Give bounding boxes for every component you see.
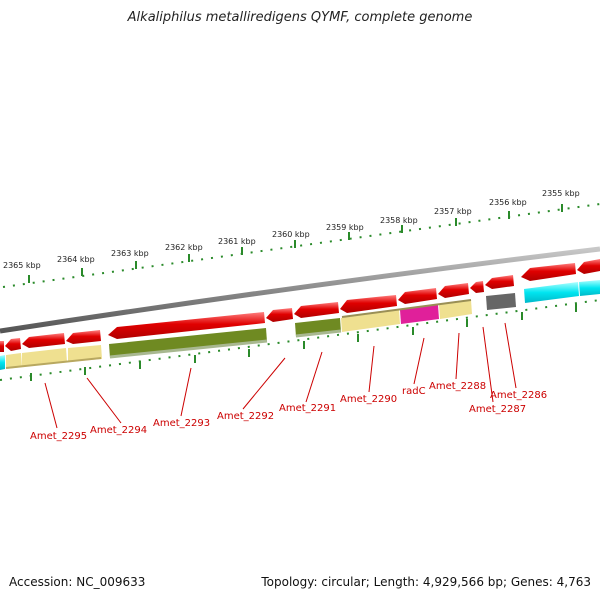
ruler-label: 2356 kbp — [489, 198, 527, 207]
cds-arrow — [340, 295, 397, 313]
cog-bar — [109, 328, 267, 358]
gene-label-amet-2291[interactable]: Amet_2291 — [279, 403, 336, 414]
cds-arrow — [470, 281, 484, 293]
cog-track — [0, 280, 600, 370]
cds-arrow — [0, 341, 4, 352]
ruler-label: 2359 kbp — [326, 223, 364, 232]
gene-label-amet-2293[interactable]: Amet_2293 — [153, 418, 210, 429]
cds-track — [0, 259, 600, 352]
gene-label-amet-2295[interactable]: Amet_2295 — [30, 431, 87, 442]
gene-label-amet-2294[interactable]: Amet_2294 — [90, 425, 147, 436]
ruler-track: 2365 kbp 2364 kbp 2363 kbp 2362 kbp 2361… — [2, 189, 600, 288]
cog-bar — [486, 293, 516, 310]
callout-line — [504, 322, 517, 389]
cds-arrow — [577, 259, 600, 274]
cog-bar — [579, 280, 600, 296]
cog-bar — [341, 310, 400, 332]
gene-label-amet-2290[interactable]: Amet_2290 — [340, 394, 397, 405]
cog-bar — [68, 345, 102, 362]
ruler-label: 2362 kbp — [165, 243, 203, 252]
cds-arrow — [398, 288, 437, 304]
accession-text: Accession: NC_009633 — [9, 575, 146, 589]
callout-line — [413, 337, 425, 385]
cog-bar — [524, 282, 579, 303]
cds-arrow — [5, 338, 21, 351]
inner-tick-track — [0, 299, 600, 381]
callout-line — [44, 382, 58, 429]
callout-line — [368, 345, 375, 393]
cds-arrow — [66, 330, 101, 344]
cds-arrow — [294, 302, 339, 318]
cog-bar — [400, 305, 439, 324]
ruler-label: 2357 kbp — [434, 207, 472, 216]
gene-label-radc[interactable]: radC — [402, 386, 426, 397]
callout-line — [242, 357, 286, 410]
callout-line — [86, 377, 122, 424]
ruler-label: 2360 kbp — [272, 230, 310, 239]
genome-title: Alkaliphilus metalliredigens QYMF, compl… — [127, 10, 473, 25]
cds-arrow — [22, 333, 65, 348]
gene-label-amet-2292[interactable]: Amet_2292 — [217, 411, 274, 422]
genome-summary-text: Topology: circular; Length: 4,929,566 bp… — [261, 575, 591, 589]
ruler-label: 2364 kbp — [57, 255, 95, 264]
genome-backbone — [0, 246, 600, 334]
ruler-dots — [2, 203, 600, 288]
cog-bar — [439, 300, 472, 319]
cog-bar — [6, 353, 22, 369]
gene-callouts: Amet_2295 Amet_2294 Amet_2293 Amet_2292 … — [30, 322, 547, 442]
cog-bar — [0, 355, 5, 370]
ruler-label: 2365 kbp — [3, 261, 41, 270]
callout-line — [482, 326, 494, 403]
cds-arrow — [266, 308, 293, 322]
gene-label-amet-2288[interactable]: Amet_2288 — [429, 381, 486, 392]
ruler-label: 2358 kbp — [380, 216, 418, 225]
ruler-label: 2363 kbp — [111, 249, 149, 258]
callout-line — [305, 351, 323, 403]
gene-label-amet-2287[interactable]: Amet_2287 — [469, 404, 526, 415]
ruler-label: 2355 kbp — [542, 189, 580, 198]
cds-arrow — [438, 283, 469, 298]
cds-arrow — [485, 275, 514, 289]
cds-arrow — [108, 312, 265, 339]
callout-line — [455, 332, 460, 380]
cds-arrow — [521, 263, 576, 281]
ruler-label: 2361 kbp — [218, 237, 256, 246]
gene-label-amet-2286[interactable]: Amet_2286 — [490, 390, 547, 401]
callout-line — [180, 367, 192, 417]
